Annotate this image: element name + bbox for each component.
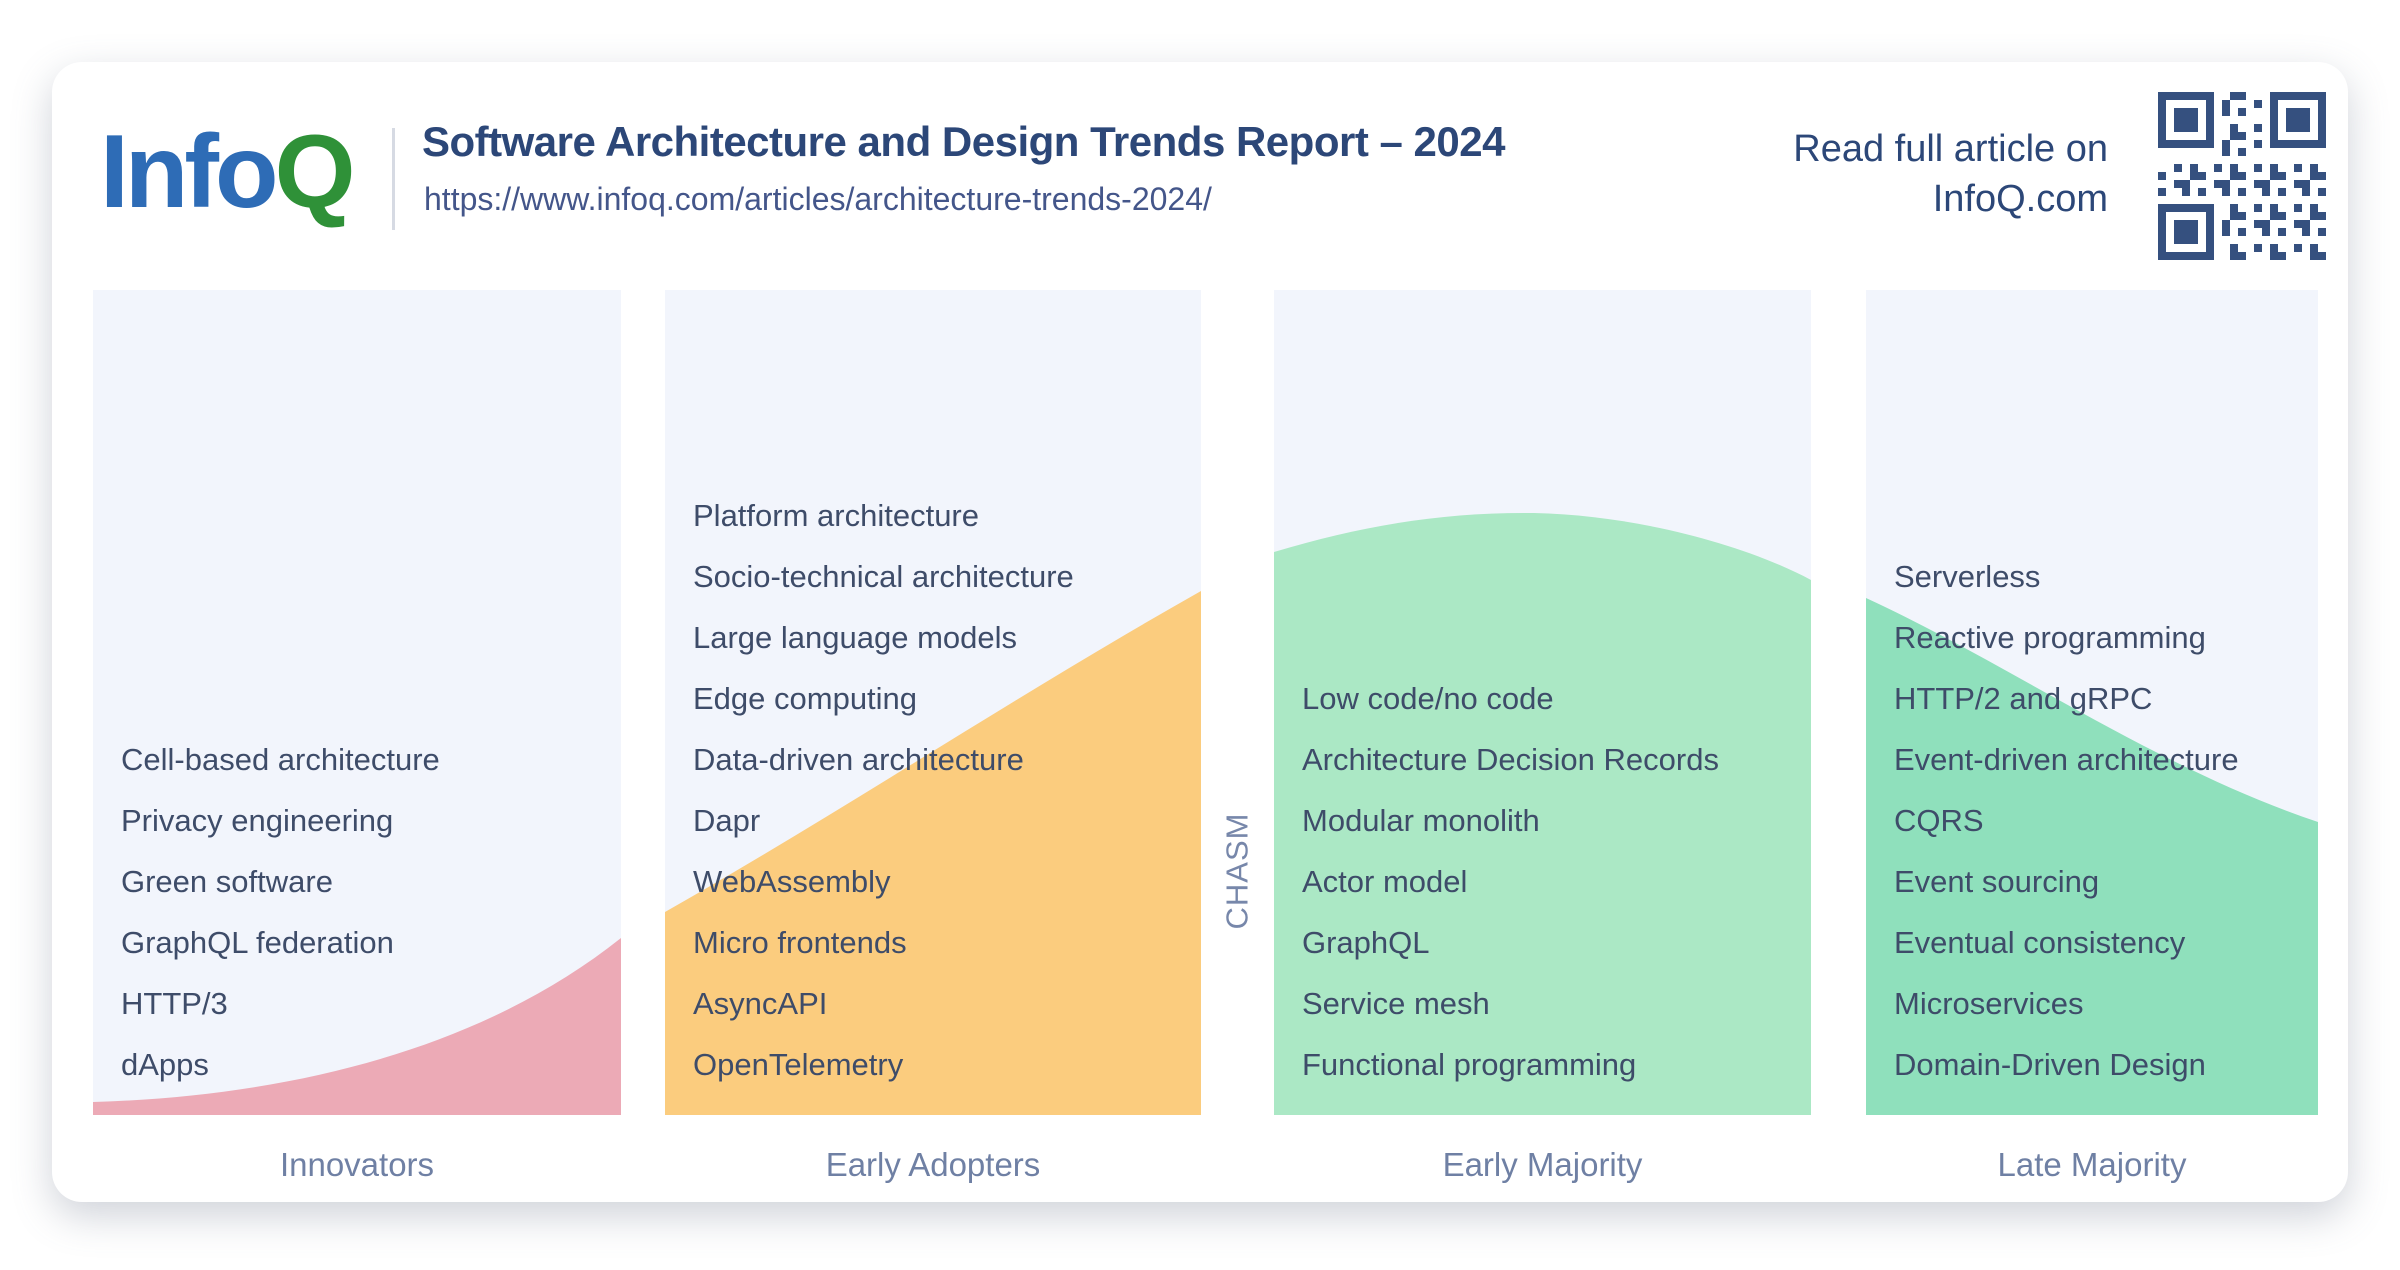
adoption-curve-segment-early-majority	[1274, 512, 1811, 1115]
trend-item: Event sourcing	[1894, 863, 2100, 899]
trend-item: Domain-Driven Design	[1894, 1046, 2206, 1082]
stage-label-innovators: Innovators	[279, 1146, 435, 1183]
trend-item: Functional programming	[1302, 1046, 1637, 1082]
trend-item: Large language models	[693, 619, 1018, 655]
trend-item: WebAssembly	[693, 863, 891, 899]
trend-item: GraphQL	[1302, 924, 1430, 960]
trend-item: Serverless	[1894, 558, 2041, 594]
trend-list-innovators: Cell-based architecture Privacy engineeri…	[121, 729, 611, 1095]
curve-fill-early-adopters	[665, 591, 1201, 1115]
adoption-curve-segment-early-adopters	[665, 591, 1201, 1115]
trend-item: Cell-based architecture	[121, 741, 440, 777]
trend-item: Reactive programming	[1894, 619, 2206, 655]
infoq-logo-info: Info	[100, 114, 279, 230]
trend-item: Privacy engineering	[121, 802, 394, 838]
trend-item: Edge computing	[693, 680, 918, 716]
qr-code-icon	[2158, 92, 2326, 260]
trend-item: Eventual consistency	[1894, 924, 2186, 960]
header-divider	[392, 128, 395, 230]
trend-item: GraphQL federation	[121, 924, 394, 960]
trend-item: Dapr	[693, 802, 761, 838]
stage-column-late-majority: Serverless Reactive programming HTTP/2 and…	[1866, 290, 2318, 1115]
trend-item: Micro frontends	[693, 924, 907, 960]
infoq-logo-q: Q	[274, 114, 356, 230]
chasm-label: CHASM	[1219, 812, 1255, 929]
read-article-line1: Read full article on	[1793, 128, 2108, 170]
stage-column-early-adopters: Platform architecture Socio-technical arc…	[665, 290, 1201, 1115]
infoq-logo: InfoQ	[100, 112, 356, 232]
trend-item: Platform architecture	[693, 497, 979, 533]
adoption-curve-segment-late-majority	[1866, 598, 2318, 1115]
trend-item: Service mesh	[1302, 985, 1490, 1021]
read-article-line2: InfoQ.com	[1932, 178, 2108, 220]
trend-list-early-majority: Low code/no code Architecture Decision Re…	[1302, 668, 1801, 1095]
trend-item: OpenTelemetry	[693, 1046, 904, 1082]
trend-item: Architecture Decision Records	[1302, 741, 1719, 777]
curve-fill-innovators	[93, 938, 621, 1115]
trend-item: CQRS	[1894, 802, 1984, 838]
trend-item: Low code/no code	[1302, 680, 1554, 716]
trend-item: Actor model	[1302, 863, 1468, 899]
trend-list-early-adopters: Platform architecture Socio-technical arc…	[693, 485, 1191, 1095]
trend-item: Event-driven architecture	[1894, 741, 2239, 777]
stage-label-early-adopters: Early Adopters	[825, 1146, 1041, 1183]
stage-label-late-majority: Late Majority	[1997, 1146, 2187, 1183]
trend-item: Microservices	[1894, 985, 2084, 1021]
trend-item: HTTP/3	[121, 985, 228, 1021]
trend-item: AsyncAPI	[693, 985, 828, 1021]
trend-item: Socio-technical architecture	[693, 558, 1074, 594]
trend-item: Modular monolith	[1302, 802, 1540, 838]
trend-item: Data-driven architecture	[693, 741, 1024, 777]
trend-item: Green software	[121, 863, 333, 899]
trend-list-late-majority: Serverless Reactive programming HTTP/2 and…	[1894, 546, 2308, 1095]
stage-column-innovators: Cell-based architecture Privacy engineeri…	[93, 290, 621, 1115]
curve-fill-late-majority	[1866, 598, 2318, 1115]
adoption-curve-segment-innovators	[93, 938, 621, 1115]
stage-column-early-majority: Low code/no code Architecture Decision Re…	[1274, 290, 1811, 1115]
read-article-callout: Read full article on InfoQ.com	[1640, 124, 2108, 224]
stage-label-early-majority: Early Majority	[1442, 1146, 1643, 1183]
trend-item: dApps	[121, 1046, 209, 1082]
curve-fill-early-majority	[1274, 512, 1811, 1115]
page-title: Software Architecture and Design Trends …	[422, 118, 1505, 165]
chasm-marker: CHASM	[1201, 758, 1274, 983]
trend-item: HTTP/2 and gRPC	[1894, 680, 2153, 716]
article-url: https://www.infoq.com/articles/architect…	[424, 181, 1212, 217]
